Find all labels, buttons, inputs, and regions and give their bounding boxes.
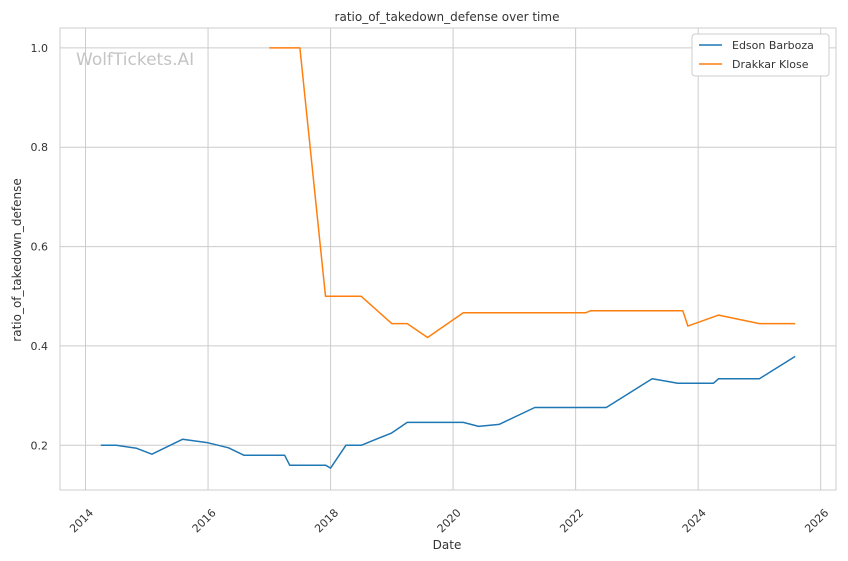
y-axis-title: ratio_of_takedown_defense — [10, 178, 24, 341]
y-tick-label: 0.2 — [31, 439, 49, 452]
legend-label-edson-barboza: Edson Barboza — [732, 39, 814, 52]
legend-label-drakkar-klose: Drakkar Klose — [732, 58, 809, 71]
plot-area — [59, 27, 837, 491]
legend-box — [691, 33, 830, 77]
x-tick-label: 2016 — [190, 506, 219, 535]
x-tick-label: 2014 — [67, 506, 96, 535]
legend: Edson Barboza Drakkar Klose — [691, 33, 830, 77]
watermark: WolfTickets.AI — [76, 50, 194, 70]
y-tick-label: 0.4 — [31, 340, 49, 353]
grid-lines — [60, 28, 836, 490]
x-axis-title: Date — [433, 538, 462, 552]
x-tick-label: 2022 — [557, 506, 586, 535]
y-tick-label: 0.8 — [31, 141, 49, 154]
y-axis: 0.2 0.4 0.6 0.8 1.0 — [31, 42, 49, 452]
y-tick-label: 0.6 — [31, 241, 49, 254]
series-line-edson-barboza — [100, 355, 796, 469]
series-layer — [100, 47, 796, 469]
x-tick-label: 2020 — [435, 506, 464, 535]
x-tick-label: 2018 — [312, 506, 341, 535]
series-line-drakkar-klose — [269, 47, 796, 339]
chart-title: ratio_of_takedown_defense over time — [335, 10, 560, 24]
x-axis: 2014 2016 2018 2020 2022 2024 2026 — [67, 506, 831, 535]
x-tick-label: 2024 — [680, 506, 709, 535]
x-tick-label: 2026 — [802, 506, 831, 535]
y-tick-label: 1.0 — [31, 42, 49, 55]
